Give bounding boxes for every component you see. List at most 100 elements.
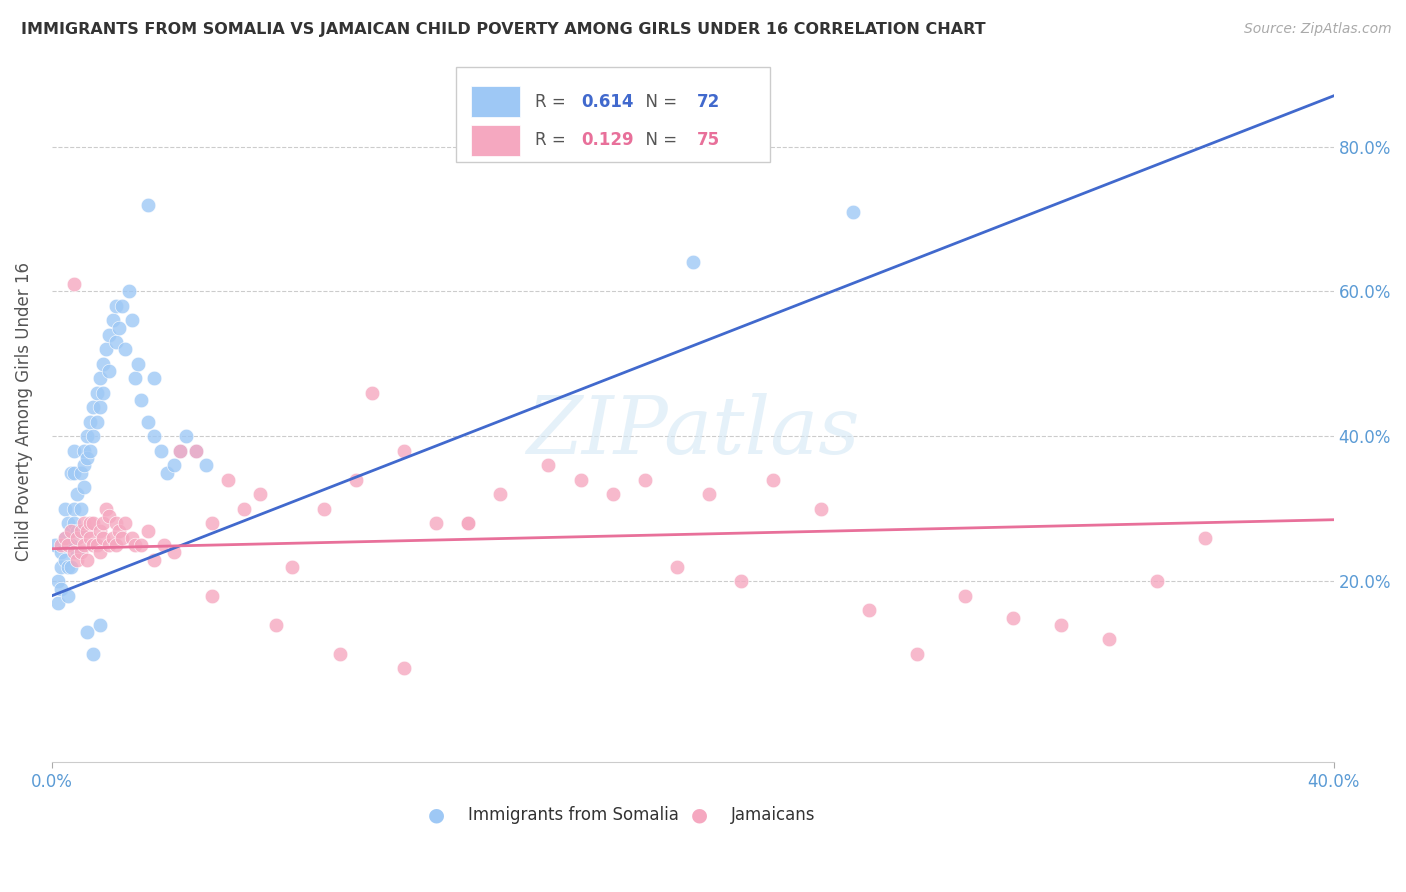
Point [217,473,239,487]
Point [59,559,82,574]
Point [59,466,82,480]
Point [69,501,91,516]
Point [143,429,166,443]
Point [111,299,134,313]
Point [66,531,89,545]
Point [91,357,114,371]
Point [63,545,86,559]
Point [457,516,479,531]
Point [73,480,96,494]
Point [76,451,98,466]
Point [89,371,111,385]
Point [121,531,143,545]
Point [63,516,86,531]
Text: R =: R = [536,93,571,111]
Point [249,487,271,501]
Point [86,415,108,429]
Point [53,531,76,545]
Point [73,516,96,531]
Text: ●: ● [427,805,444,825]
Point [810,501,832,516]
Point [82,429,104,443]
Point [344,473,367,487]
Point [59,524,82,538]
Point [56,559,79,574]
Point [314,501,336,516]
Point [51,545,73,559]
Point [79,531,101,545]
FancyBboxPatch shape [471,125,520,156]
Point [329,647,352,661]
Text: Jamaicans: Jamaicans [731,806,815,824]
Point [86,385,108,400]
Point [89,401,111,415]
Point [127,357,149,371]
Point [91,385,114,400]
Point [104,299,127,313]
Text: R =: R = [536,131,571,150]
Point [79,516,101,531]
Point [53,552,76,566]
Point [66,552,89,566]
Point [63,466,86,480]
Point [59,524,82,538]
Point [63,501,86,516]
Point [131,393,153,408]
Point [1002,610,1025,624]
Point [162,458,184,473]
Point [858,603,880,617]
Text: 75: 75 [696,131,720,150]
Point [905,647,928,661]
Point [665,559,688,574]
Point [79,443,101,458]
Point [1194,531,1216,545]
Point [73,458,96,473]
Point [46,596,69,610]
Point [682,255,704,269]
Point [69,524,91,538]
Point [91,531,114,545]
Point [537,458,560,473]
Point [1146,574,1168,589]
Point [76,625,98,640]
Point [66,524,89,538]
Point [91,516,114,531]
Point [101,313,124,327]
Point [162,545,184,559]
Point [762,473,785,487]
Point [136,415,159,429]
Point [104,335,127,350]
Text: N =: N = [636,93,682,111]
Point [697,487,720,501]
Point [842,204,865,219]
Point [63,277,86,292]
FancyBboxPatch shape [456,67,769,161]
Point [53,501,76,516]
Point [96,343,118,357]
Point [101,531,124,545]
Point [176,429,198,443]
Text: Source: ZipAtlas.com: Source: ZipAtlas.com [1244,22,1392,37]
Point [98,364,121,378]
Point [136,524,159,538]
Point [46,574,69,589]
Point [602,487,624,501]
Point [457,516,479,531]
Point [425,516,447,531]
Point [98,328,121,343]
Point [131,538,153,552]
Text: 0.129: 0.129 [581,131,634,150]
Point [89,617,111,632]
Point [98,538,121,552]
Point [114,343,136,357]
Text: Immigrants from Somalia: Immigrants from Somalia [468,806,679,824]
Point [953,589,976,603]
Text: 72: 72 [696,93,720,111]
Point [89,545,111,559]
Point [56,589,79,603]
Point [73,538,96,552]
Point [184,443,207,458]
Point [76,524,98,538]
Point [104,516,127,531]
Point [82,647,104,661]
